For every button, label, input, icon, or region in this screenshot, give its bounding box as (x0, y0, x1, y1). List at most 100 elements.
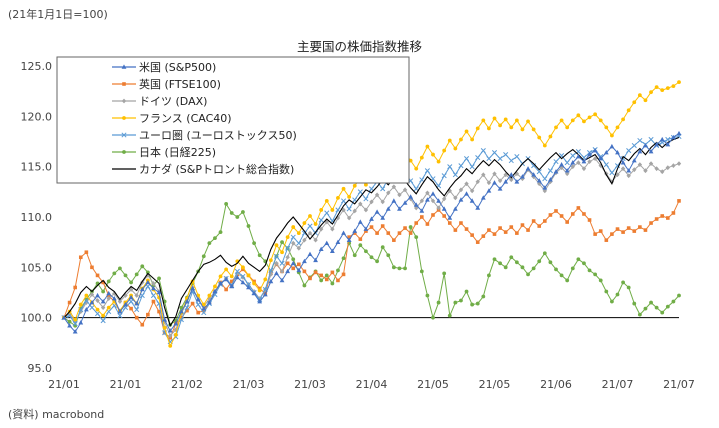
data-point (263, 277, 268, 282)
data-point (129, 306, 133, 311)
data-point (576, 257, 581, 262)
data-point (425, 197, 430, 202)
data-point (520, 176, 525, 182)
data-point (213, 236, 217, 241)
data-point (587, 159, 592, 165)
data-point (273, 253, 280, 259)
data-point (246, 224, 251, 228)
legend-entry: フランス (CAC40) (112, 112, 232, 125)
series-0 (61, 130, 682, 334)
legend-label: 日本 (日経225) (139, 145, 216, 159)
data-point (257, 286, 262, 291)
data-point (487, 273, 491, 278)
data-point (626, 108, 631, 113)
data-point (531, 127, 536, 132)
data-point (475, 301, 480, 306)
data-point (386, 253, 391, 258)
data-point (593, 112, 598, 117)
data-point (89, 305, 95, 311)
data-point (637, 137, 643, 144)
data-point (531, 219, 536, 223)
data-point (357, 219, 363, 224)
data-point (223, 276, 229, 282)
data-point (122, 82, 126, 86)
data-point (480, 148, 486, 154)
data-point (436, 300, 441, 305)
data-point (95, 273, 100, 278)
data-point (302, 221, 307, 225)
data-point (84, 293, 89, 298)
x-tick-label: 21/04 (356, 378, 388, 391)
data-point (380, 215, 386, 220)
data-point (442, 271, 447, 276)
y-tick-label: 105.0 (21, 261, 53, 274)
data-point (330, 226, 335, 232)
data-point (279, 277, 285, 283)
data-point (324, 277, 329, 282)
data-point (385, 206, 391, 211)
data-point (364, 249, 368, 254)
data-point (648, 148, 654, 154)
data-point (626, 285, 631, 290)
data-point (514, 118, 519, 123)
data-point (313, 222, 318, 226)
y-tick-label: 115.0 (21, 161, 53, 174)
data-point (313, 237, 318, 243)
data-point (442, 214, 446, 218)
data-point (296, 267, 302, 273)
data-point (168, 343, 173, 348)
data-point (542, 185, 548, 190)
data-point (419, 177, 425, 183)
data-point (676, 161, 682, 167)
y-axis: 95.0 100.0 105.0 110.0 115.0 120.0 125.0 (21, 60, 53, 375)
data-point (84, 250, 89, 255)
data-point (94, 311, 101, 317)
data-point (419, 208, 425, 213)
x-tick-label: 21/05 (479, 378, 511, 391)
data-point (285, 261, 290, 266)
data-point (173, 332, 178, 337)
data-point (531, 163, 537, 169)
data-point (307, 251, 313, 257)
data-point (168, 333, 173, 339)
data-point (621, 117, 625, 122)
data-point (531, 266, 536, 271)
data-point (246, 284, 251, 290)
data-point (536, 178, 542, 183)
data-point (626, 226, 631, 230)
data-point (139, 286, 145, 292)
data-point (548, 177, 553, 182)
data-point (631, 142, 637, 149)
data-point (319, 273, 323, 278)
data-point (570, 118, 575, 123)
data-point (587, 268, 592, 273)
data-point (631, 158, 637, 163)
data-point (637, 312, 642, 317)
data-point (609, 143, 615, 149)
legend-entry: ドイツ (DAX) (112, 95, 207, 108)
data-point (621, 230, 625, 234)
data-point (83, 307, 89, 312)
data-point (419, 198, 425, 204)
data-point (122, 116, 126, 120)
data-point (319, 208, 324, 212)
data-point (570, 153, 576, 159)
data-point (234, 268, 240, 274)
data-point (358, 243, 363, 248)
data-point (414, 221, 419, 225)
data-point (649, 90, 653, 95)
data-point (509, 177, 514, 183)
data-point (514, 154, 520, 160)
data-point (145, 272, 151, 278)
data-point (487, 126, 491, 131)
data-point (441, 206, 447, 211)
data-point (117, 309, 123, 314)
data-point (296, 240, 302, 246)
data-point (150, 292, 157, 299)
data-point (632, 229, 637, 233)
legend-box (56, 56, 410, 184)
data-point (358, 237, 363, 241)
x-tick-label: 21/02 (171, 378, 203, 391)
data-point (352, 208, 357, 214)
data-point (285, 235, 290, 240)
